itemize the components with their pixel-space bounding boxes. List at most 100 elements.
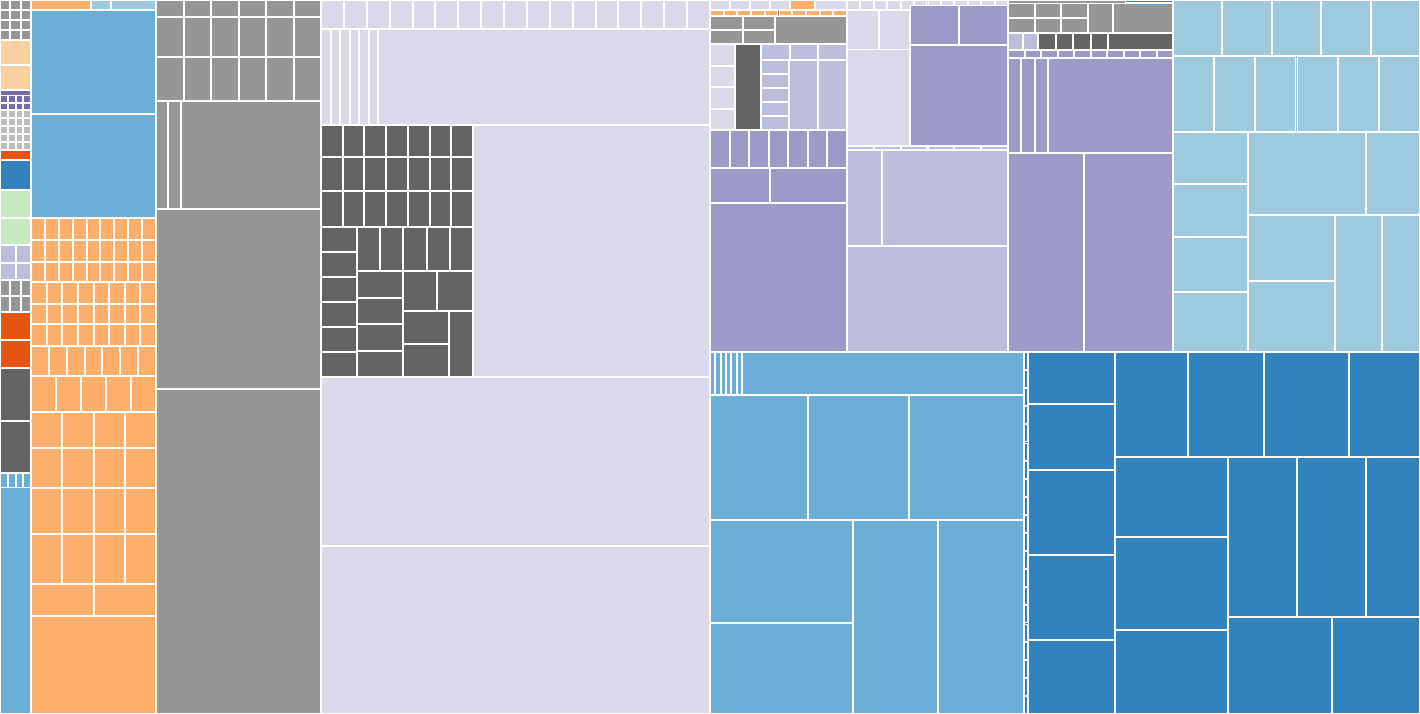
treemap-cell bbox=[1024, 569, 1028, 588]
treemap-cell bbox=[549, 0, 573, 29]
treemap-cell bbox=[1090, 33, 1108, 50]
treemap-cell bbox=[1248, 132, 1366, 215]
treemap-cell bbox=[321, 546, 710, 714]
treemap-cell bbox=[15, 245, 31, 263]
treemap-cell bbox=[389, 0, 413, 29]
treemap-cell bbox=[15, 262, 31, 280]
treemap-cell bbox=[403, 227, 427, 271]
treemap-cell bbox=[340, 29, 350, 125]
treemap-cell bbox=[458, 0, 482, 29]
treemap-cell bbox=[0, 65, 31, 90]
treemap-cell bbox=[1073, 33, 1091, 50]
treemap-cell bbox=[23, 134, 31, 142]
treemap-cell bbox=[710, 168, 770, 203]
treemap-cell bbox=[1023, 33, 1038, 50]
treemap-cell bbox=[124, 534, 156, 584]
treemap-cell bbox=[1028, 352, 1115, 404]
treemap-cell bbox=[1335, 215, 1382, 352]
treemap-cell bbox=[1337, 56, 1379, 132]
treemap-cell bbox=[62, 412, 94, 448]
treemap-cell bbox=[31, 448, 63, 488]
treemap-cell bbox=[1074, 50, 1091, 58]
treemap-cell bbox=[819, 10, 834, 16]
treemap-cell bbox=[429, 191, 452, 227]
treemap-cell bbox=[1024, 641, 1028, 660]
treemap-cell bbox=[124, 412, 156, 448]
treemap-cell bbox=[31, 262, 45, 282]
treemap-cell bbox=[815, 0, 847, 10]
treemap-cell bbox=[0, 126, 8, 134]
treemap-cell bbox=[710, 0, 730, 10]
treemap-cell bbox=[429, 125, 452, 157]
treemap-cell bbox=[1008, 3, 1035, 18]
treemap-cell bbox=[342, 157, 365, 191]
treemap-cell bbox=[1008, 50, 1025, 58]
treemap-cell bbox=[742, 352, 1024, 395]
treemap-cell bbox=[15, 142, 24, 150]
treemap-cell bbox=[1034, 3, 1062, 18]
treemap-cell bbox=[77, 304, 94, 324]
treemap-cell bbox=[0, 118, 8, 126]
treemap-cell bbox=[788, 130, 808, 168]
treemap-cell bbox=[1113, 3, 1173, 33]
treemap-cell bbox=[156, 17, 184, 57]
treemap-cell bbox=[23, 126, 31, 134]
treemap-cell bbox=[156, 0, 184, 17]
treemap-cell bbox=[927, 146, 955, 150]
treemap-cell bbox=[77, 282, 94, 304]
treemap-cell bbox=[378, 29, 710, 125]
treemap-cell bbox=[729, 130, 750, 168]
treemap-cell bbox=[321, 277, 357, 302]
treemap-cell bbox=[31, 240, 45, 262]
treemap-cell bbox=[321, 191, 343, 227]
treemap-cell bbox=[1123, 50, 1140, 58]
treemap-cell bbox=[31, 412, 63, 448]
treemap-cell bbox=[473, 125, 710, 377]
treemap-cell bbox=[31, 534, 63, 584]
treemap-cell bbox=[1173, 292, 1248, 352]
treemap-cell bbox=[62, 282, 78, 304]
treemap-cell bbox=[93, 324, 110, 346]
treemap-cell bbox=[1125, 0, 1173, 3]
treemap-cell bbox=[72, 218, 87, 240]
treemap-cell bbox=[1024, 442, 1028, 461]
treemap-cell bbox=[426, 227, 450, 271]
treemap-cell bbox=[20, 296, 31, 312]
treemap-cell bbox=[1115, 537, 1228, 630]
treemap-cell bbox=[710, 30, 743, 44]
treemap-cell bbox=[451, 191, 473, 227]
treemap-cell bbox=[15, 102, 24, 110]
treemap-cell bbox=[710, 16, 743, 30]
treemap-cell bbox=[109, 282, 125, 304]
treemap-cell bbox=[900, 146, 928, 150]
treemap-cell bbox=[1008, 33, 1023, 50]
treemap-cell bbox=[142, 262, 156, 282]
treemap-cell bbox=[910, 5, 959, 45]
treemap-cell bbox=[0, 217, 31, 245]
treemap-cell bbox=[58, 240, 73, 262]
treemap-cell bbox=[93, 584, 156, 616]
treemap-cell bbox=[357, 324, 403, 351]
treemap-cell bbox=[882, 150, 1008, 246]
treemap-cell bbox=[93, 412, 125, 448]
treemap-cell bbox=[44, 240, 59, 262]
treemap-cell bbox=[10, 20, 21, 30]
treemap-cell bbox=[0, 10, 11, 20]
treemap-cell bbox=[1382, 215, 1420, 352]
treemap-cell bbox=[0, 368, 31, 421]
treemap-cell bbox=[0, 245, 16, 263]
treemap-cell bbox=[321, 227, 357, 252]
treemap-cell bbox=[93, 534, 125, 584]
treemap-cell bbox=[58, 262, 73, 282]
treemap-cell bbox=[429, 157, 452, 191]
treemap-cell bbox=[93, 304, 110, 324]
treemap-cell bbox=[761, 88, 789, 102]
treemap-cell bbox=[359, 29, 369, 125]
treemap-cell bbox=[710, 65, 735, 87]
treemap-cell bbox=[293, 0, 321, 17]
treemap-cell bbox=[7, 473, 16, 488]
treemap-cell bbox=[730, 0, 750, 10]
treemap-cell bbox=[1248, 215, 1335, 281]
treemap-cell bbox=[1088, 3, 1113, 33]
treemap-cell bbox=[407, 125, 430, 157]
